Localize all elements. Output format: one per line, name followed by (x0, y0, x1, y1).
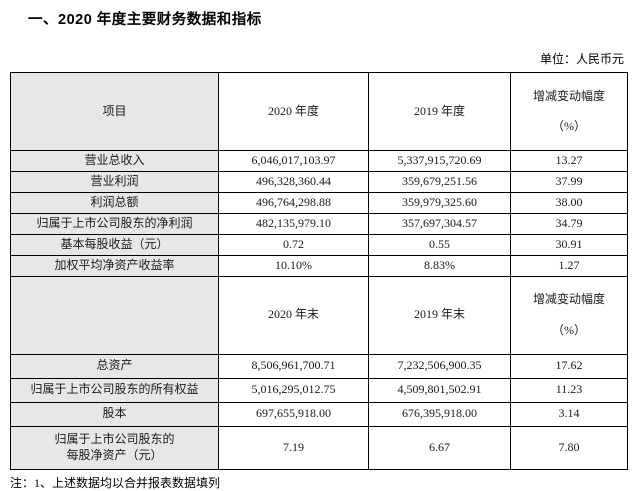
change-header-line1: 增减变动幅度 (532, 88, 605, 103)
value-2020-cell: 496,764,298.88 (218, 191, 369, 214)
value-2020-cell: 697,655,918.00 (218, 401, 369, 427)
header-cell-change: 增减变动幅度 （%） (510, 275, 628, 355)
table-row-net-profit-shareholders: 归属于上市公司股东的净利润 482,135,979.10 357,697,304… (10, 212, 628, 235)
value-2020-cell: 7.19 (218, 425, 369, 470)
change-cell: 11.23 (510, 377, 628, 403)
item-cell: 利润总额 (10, 191, 219, 214)
table-row-share-capital: 股本 697,655,918.00 676,395,918.00 3.14 (10, 401, 628, 427)
table-row-net-assets-per-share: 归属于上市公司股东的 每股净资产（元） 7.19 6.67 7.80 (10, 425, 628, 470)
item-cell: 归属于上市公司股东的 每股净资产（元） (10, 425, 219, 470)
change-cell: 37.99 (510, 170, 628, 193)
value-2020-cell: 482,135,979.10 (218, 212, 369, 235)
change-cell: 7.80 (510, 425, 628, 470)
item-cell: 基本每股收益（元） (10, 233, 219, 256)
table-header-yearend: 2020 年末 2019 年末 增减变动幅度 （%） (10, 275, 628, 355)
table-row-basic-eps: 基本每股收益（元） 0.72 0.55 30.91 (10, 233, 628, 256)
header-cell-2020-annual: 2020 年度 (218, 72, 369, 151)
value-2020-cell: 0.72 (218, 233, 369, 256)
table-row-total-assets: 总资产 8,506,961,700.71 7,232,506,900.35 17… (10, 353, 628, 379)
unit-label: 单位：人民币元 (539, 52, 624, 66)
table-row-weighted-roe: 加权平均净资产收益率 10.10% 8.83% 1.27 (10, 254, 628, 277)
document-page: 一、2020 年度主要财务数据和指标 单位：人民币元 项目 2020 年度 20… (0, 8, 634, 490)
change-cell: 13.27 (510, 149, 628, 172)
change-cell: 30.91 (510, 233, 628, 256)
item-cell: 股本 (10, 401, 219, 427)
header-cell-2020-yearend: 2020 年末 (218, 275, 369, 355)
value-2019-cell: 4,509,801,502.91 (368, 377, 511, 403)
item-cell: 营业总收入 (10, 149, 219, 172)
value-2019-cell: 8.83% (368, 254, 511, 277)
value-2020-cell: 5,016,295,012.75 (218, 377, 369, 403)
item-cell: 归属于上市公司股东的所有权益 (10, 377, 219, 403)
header-cell-2019-annual: 2019 年度 (368, 72, 511, 151)
value-2020-cell: 6,046,017,103.97 (218, 149, 369, 172)
footnote: 注：1、上述数据均以合并报表数据填列 (10, 475, 221, 490)
value-2019-cell: 359,679,251.56 (368, 170, 511, 193)
table-row-total-profit: 利润总额 496,764,298.88 359,979,325.60 38.00 (10, 191, 628, 214)
table-row-equity-shareholders: 归属于上市公司股东的所有权益 5,016,295,012.75 4,509,80… (10, 377, 628, 403)
value-2020-cell: 8,506,961,700.71 (218, 353, 369, 379)
table-row-total-revenue: 营业总收入 6,046,017,103.97 5,337,915,720.69 … (10, 149, 628, 172)
value-2019-cell: 0.55 (368, 233, 511, 256)
header-cell-2019-yearend: 2019 年末 (368, 275, 511, 355)
item-cell: 加权平均净资产收益率 (10, 254, 219, 277)
financial-data-table: 项目 2020 年度 2019 年度 增减变动幅度 （%） 营业总收入 6,04… (10, 72, 628, 470)
change-header-line1: 增减变动幅度 (532, 292, 605, 307)
table-row-operating-profit: 营业利润 496,328,360.44 359,679,251.56 37.99 (10, 170, 628, 193)
change-header-line2: （%） (552, 119, 586, 134)
change-cell: 34.79 (510, 212, 628, 235)
value-2020-cell: 496,328,360.44 (218, 170, 369, 193)
page-title: 一、2020 年度主要财务数据和指标 (28, 12, 262, 28)
header-cell-item: 项目 (10, 72, 219, 151)
value-2019-cell: 359,979,325.60 (368, 191, 511, 214)
item-cell: 归属于上市公司股东的净利润 (10, 212, 219, 235)
value-2019-cell: 6.67 (368, 425, 511, 470)
item-cell: 营业利润 (10, 170, 219, 193)
value-2019-cell: 5,337,915,720.69 (368, 149, 511, 172)
header-cell-change: 增减变动幅度 （%） (510, 72, 628, 151)
value-2019-cell: 676,395,918.00 (368, 401, 511, 427)
header-cell-item-empty (10, 275, 219, 355)
value-2019-cell: 7,232,506,900.35 (368, 353, 511, 379)
change-cell: 38.00 (510, 191, 628, 214)
change-header-line2: （%） (552, 322, 586, 337)
value-2020-cell: 10.10% (218, 254, 369, 277)
value-2019-cell: 357,697,304.57 (368, 212, 511, 235)
change-cell: 1.27 (510, 254, 628, 277)
table-header-annual: 项目 2020 年度 2019 年度 增减变动幅度 （%） (10, 72, 628, 151)
item-cell: 总资产 (10, 353, 219, 379)
change-cell: 3.14 (510, 401, 628, 427)
change-cell: 17.62 (510, 353, 628, 379)
